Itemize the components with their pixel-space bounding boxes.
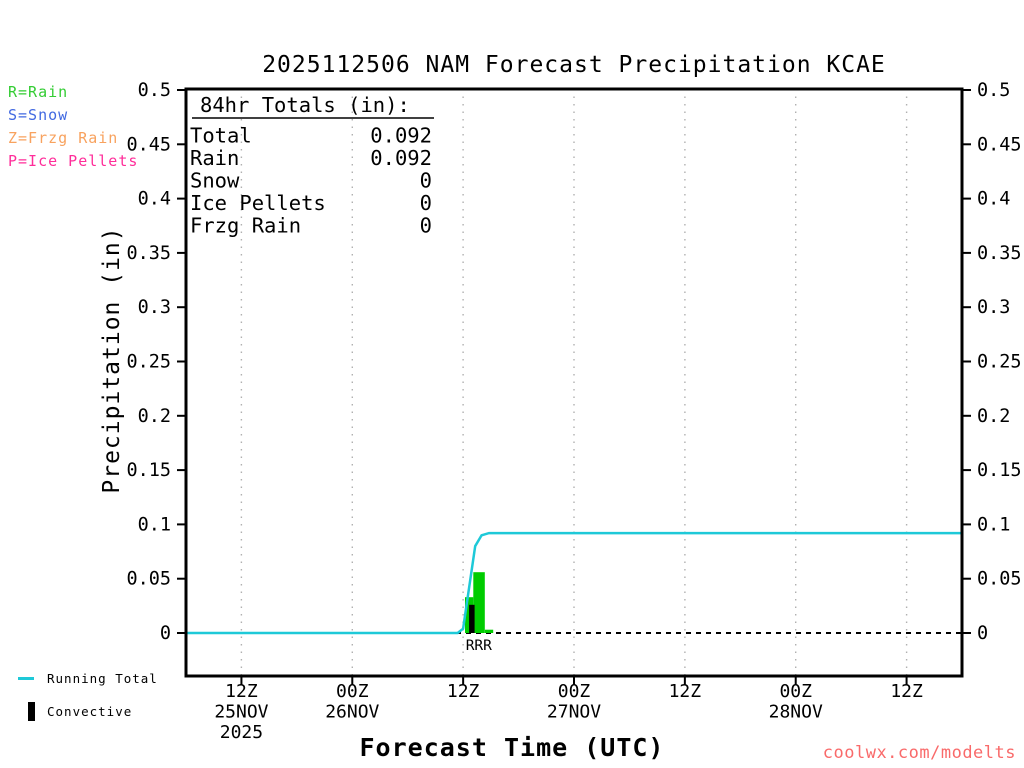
totals-header: 84hr Totals (in): [200,93,410,117]
x-axis-title: Forecast Time (UTC) [359,733,665,762]
x-tick-label: 26NOV [325,702,379,723]
legend-running-total-label: Running Total [47,671,158,686]
totals-row-label: Total [190,124,252,148]
y-tick-label-right: 0.3 [977,297,1010,318]
y-tick-label-left: 0.15 [126,460,171,481]
y-tick-label-right: 0.5 [977,80,1010,101]
chart-title: 2025112506 NAM Forecast Precipitation KC… [262,52,886,78]
y-tick-label-right: 0.35 [977,243,1022,264]
precip-type-key-item: R=Rain [8,83,69,101]
x-tick-label: 12Z [447,681,480,702]
y-tick-label-left: 0.4 [138,189,171,210]
precip-type-marker: RRR [466,638,492,654]
running-total-line [186,531,962,635]
convective-bar-swatch [28,702,35,721]
convective-bar [469,604,475,633]
y-tick-label-left: 0.05 [126,569,171,590]
precip-type-key: R=Rain S=Snow Z=Frzg Rain P=Ice Pellets [8,81,138,173]
legend-convective: Convective [28,702,132,721]
y-tick-label-right: 0 [977,623,988,644]
y-tick-label-right: 0.4 [977,189,1010,210]
y-tick-label-right: 0.15 [977,460,1022,481]
totals-row-label: Frzg Rain [190,214,301,238]
y-tick-label-left: 0.1 [138,514,171,535]
x-tick-label: 28NOV [769,702,823,723]
x-tick-label: 00Z [336,681,369,702]
x-tick-label: 25NOV [214,702,268,723]
legend-convective-label: Convective [47,704,133,719]
totals-row-value: 0 [420,214,432,238]
running-total-line-swatch [18,677,34,680]
y-tick-label-right: 0.1 [977,514,1010,535]
y-tick-label-left: 0.5 [138,80,171,101]
rain-bar [484,629,494,633]
x-tick-label: 12Z [225,681,258,702]
totals-row-label: Rain [190,146,239,170]
precip-type-key-item: Z=Frzg Rain [8,129,119,147]
y-tick-label-left: 0.3 [138,297,171,318]
legend-running-total: Running Total [18,671,158,686]
y-tick-label-left: 0.2 [138,406,171,427]
rain-bar [473,572,485,633]
y-tick-label-right: 0.45 [977,134,1022,155]
precip-type-key-item: S=Snow [8,106,69,124]
y-tick-label-right: 0.2 [977,406,1010,427]
x-tick-label: 00Z [779,681,812,702]
x-tick-label: 27NOV [547,702,601,723]
precip-type-key-item: P=Ice Pellets [8,152,139,170]
totals-row-value: 0 [420,191,432,215]
totals-row-value: 0.092 [370,146,432,170]
totals-row-value: 0.092 [370,124,432,148]
y-tick-label-right: 0.25 [977,352,1022,373]
watermark-text: coolwx.com/modelts [822,743,1016,763]
x-tick-label: 12Z [669,681,702,702]
totals-row-value: 0 [420,169,432,193]
y-tick-label-left: 0 [160,623,171,644]
y-tick-label-right: 0.05 [977,569,1022,590]
y-tick-label-left: 0.45 [126,134,171,155]
totals-row-label: Ice Pellets [190,191,326,215]
totals-row-label: Snow [190,169,240,193]
x-tick-label: 12Z [890,681,923,702]
y-tick-label-left: 0.35 [126,243,171,264]
x-tick-label: 2025 [220,722,263,743]
x-tick-label: 00Z [558,681,591,702]
y-tick-label-left: 0.25 [126,352,171,373]
